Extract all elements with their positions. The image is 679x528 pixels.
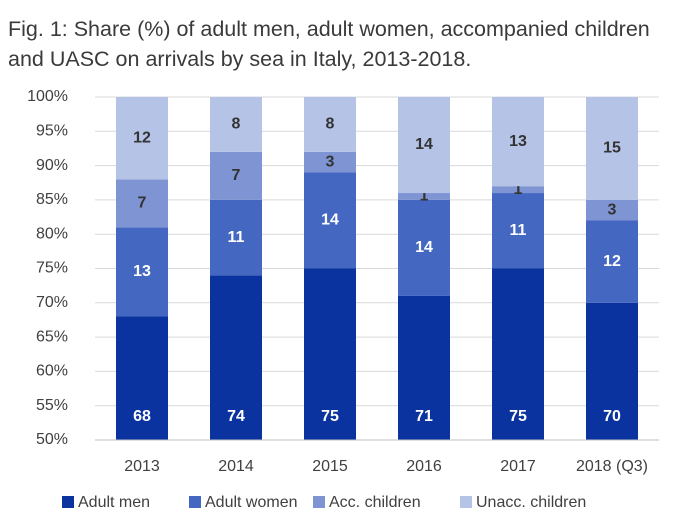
y-tick-label: 95%	[36, 123, 68, 140]
y-tick-label: 85%	[36, 191, 68, 208]
bar-segment	[210, 151, 262, 200]
data-label: 15	[603, 140, 621, 157]
data-label: 75	[321, 408, 339, 425]
bar-segment	[304, 172, 356, 269]
bar-segment	[586, 199, 638, 221]
legend-swatch	[62, 496, 74, 508]
data-label: 7	[232, 167, 241, 184]
y-tick-label: 55%	[36, 397, 68, 414]
y-tick-label: 100%	[27, 88, 68, 105]
bar-segment	[398, 193, 450, 200]
y-tick-label: 70%	[36, 294, 68, 311]
data-label: 3	[326, 153, 335, 170]
bar-segment	[210, 199, 262, 276]
x-tick-label: 2018 (Q3)	[576, 458, 648, 475]
bar-segment	[492, 97, 544, 187]
bar-segment	[492, 186, 544, 194]
data-label: 8	[232, 116, 241, 133]
bar-segment	[398, 199, 450, 296]
legend-label: Unacc. children	[476, 494, 586, 511]
y-tick-label: 80%	[36, 225, 68, 242]
data-label: 7	[138, 195, 147, 212]
data-label: 74	[227, 408, 245, 425]
bar-segment	[210, 275, 262, 440]
bar-segment	[116, 227, 168, 317]
legend-swatch	[313, 496, 325, 508]
data-label: 1	[420, 188, 429, 205]
legend-swatch	[460, 496, 472, 508]
bar-segment	[492, 268, 544, 440]
bar-segment	[304, 151, 356, 173]
legend-swatch	[189, 496, 201, 508]
bar-segment	[116, 316, 168, 440]
data-label: 70	[603, 408, 621, 425]
bar-segment	[304, 268, 356, 440]
bar-segment	[116, 97, 168, 180]
data-label: 71	[415, 408, 433, 425]
data-label: 68	[133, 408, 151, 425]
data-label: 75	[509, 408, 527, 425]
data-label: 14	[415, 136, 433, 153]
y-tick-label: 65%	[36, 328, 68, 345]
x-tick-label: 2016	[406, 458, 442, 475]
data-label: 11	[228, 229, 245, 246]
x-tick-label: 2013	[124, 458, 160, 475]
bar-segment	[116, 179, 168, 228]
data-label: 11	[510, 222, 527, 239]
bar-segment	[586, 302, 638, 440]
bar-segment	[398, 295, 450, 440]
y-tick-label: 90%	[36, 157, 68, 174]
y-tick-label: 60%	[36, 363, 68, 380]
data-label: 14	[415, 239, 433, 256]
bar-segment	[304, 97, 356, 152]
chart-title: and UASC on arrivals by sea in Italy, 20…	[8, 47, 471, 71]
bar-segment	[586, 97, 638, 200]
bar-segment	[492, 193, 544, 269]
data-label: 1	[514, 181, 523, 198]
x-tick-label: 2014	[218, 458, 254, 475]
bar-segment	[398, 97, 450, 194]
data-label: 12	[603, 253, 621, 270]
data-label: 3	[608, 201, 617, 218]
data-label: 13	[509, 133, 527, 150]
bar-segment	[586, 220, 638, 303]
data-label: 14	[321, 212, 339, 229]
bar-segment	[210, 97, 262, 152]
x-tick-label: 2017	[500, 458, 536, 475]
y-tick-label: 75%	[36, 260, 68, 277]
data-label: 12	[133, 129, 151, 146]
y-tick-label: 50%	[36, 431, 68, 448]
data-label: 13	[133, 263, 151, 280]
x-tick-label: 2015	[312, 458, 348, 475]
legend-label: Acc. children	[329, 494, 421, 511]
legend-label: Adult women	[205, 494, 298, 511]
legend-label: Adult men	[78, 494, 150, 511]
data-label: 8	[326, 116, 335, 133]
chart-title: Fig. 1: Share (%) of adult men, adult wo…	[8, 17, 650, 41]
